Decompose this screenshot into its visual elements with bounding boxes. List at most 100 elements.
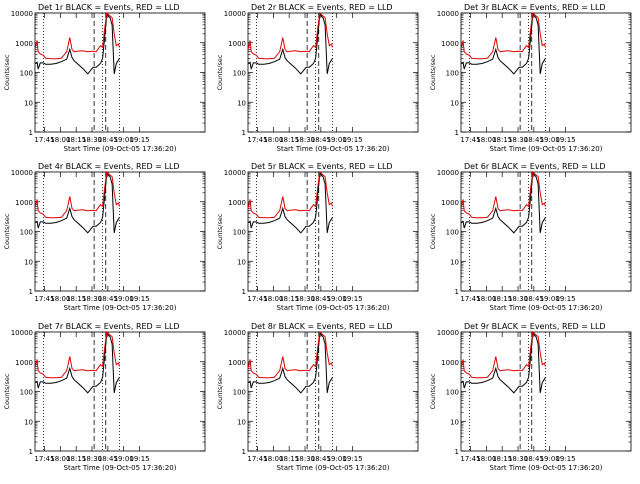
panel-title: Det 6r BLACK = Events, RED = LLD xyxy=(464,162,606,171)
x-tick-label: 18:45 xyxy=(524,136,544,144)
panel-title: Det 1r BLACK = Events, RED = LLD xyxy=(38,3,180,12)
y-tick-label: 10 xyxy=(450,99,459,107)
x-axis-label: Start Time (09-Oct-05 17:36:20) xyxy=(64,145,177,153)
y-axis-label: Counts/sec xyxy=(429,373,437,409)
panel-title: Det 5r BLACK = Events, RED = LLD xyxy=(251,162,393,171)
x-tick-label: 18:15 xyxy=(279,136,299,144)
y-tick-label: 1000 xyxy=(441,359,459,367)
x-tick-label: 18:00 xyxy=(50,455,70,463)
panel-7: Det 7r BLACK = Events, RED = LLD 1 10 100 10… xyxy=(3,322,206,472)
y-tick-label: 1 xyxy=(455,288,459,296)
x-tick-label: 18:00 xyxy=(263,136,283,144)
x-tick-label: 19:15 xyxy=(555,455,575,463)
y-tick-label: 1 xyxy=(29,448,33,456)
panel-5: Det 5r BLACK = Events, RED = LLD 1 10 100 10… xyxy=(216,162,419,312)
x-tick-label: 18:15 xyxy=(66,295,86,303)
y-tick-label: 10 xyxy=(450,418,459,426)
panel-title: Det 9r BLACK = Events, RED = LLD xyxy=(464,322,606,331)
x-axis-label: Start Time (09-Oct-05 17:36:20) xyxy=(490,464,603,472)
y-tick-label: 10 xyxy=(237,258,246,266)
plot-frame xyxy=(247,12,419,133)
y-axis-label: Counts/sec xyxy=(216,54,224,90)
y-tick-label: 10000 xyxy=(11,169,33,177)
series-lld xyxy=(247,330,333,379)
panel-8: Det 8r BLACK = Events, RED = LLD 1 10 100 10… xyxy=(216,322,419,472)
y-tick-label: 1000 xyxy=(15,40,33,48)
x-tick-label: 17:45 xyxy=(460,455,480,463)
y-axis-label: Counts/sec xyxy=(3,213,11,249)
y-tick-label: 100 xyxy=(446,70,459,78)
y-tick-label: 10000 xyxy=(437,10,459,18)
plot-frame xyxy=(460,12,632,133)
y-tick-label: 1000 xyxy=(228,359,246,367)
y-tick-label: 1 xyxy=(242,129,246,137)
y-tick-label: 10000 xyxy=(437,169,459,177)
panel-title: Det 3r BLACK = Events, RED = LLD xyxy=(464,3,606,12)
y-tick-label: 1 xyxy=(455,448,459,456)
panel-6: Det 6r BLACK = Events, RED = LLD 1 10 100 10… xyxy=(429,162,632,312)
x-tick-label: 19:00 xyxy=(327,455,347,463)
plot-frame xyxy=(247,171,419,292)
y-axis-label: Counts/sec xyxy=(429,213,437,249)
x-axis-label: Start Time (09-Oct-05 17:36:20) xyxy=(277,145,390,153)
x-tick-label: 18:00 xyxy=(476,455,496,463)
series-events xyxy=(460,172,546,234)
panel-3: Det 3r BLACK = Events, RED = LLD 1 10 100 10… xyxy=(429,3,632,153)
x-tick-label: 17:45 xyxy=(34,136,54,144)
x-tick-label: 18:45 xyxy=(98,136,118,144)
y-axis-label: Counts/sec xyxy=(429,54,437,90)
series-lld xyxy=(34,11,120,60)
x-tick-label: 18:30 xyxy=(295,136,315,144)
y-tick-label: 10000 xyxy=(437,329,459,337)
panel-4: Det 4r BLACK = Events, RED = LLD 1 10 100 10… xyxy=(3,162,206,312)
plot-frame xyxy=(460,171,632,292)
series-events xyxy=(247,172,333,234)
series-events xyxy=(34,172,120,234)
x-tick-label: 18:15 xyxy=(492,455,512,463)
x-tick-label: 19:15 xyxy=(129,136,149,144)
y-tick-label: 100 xyxy=(20,389,33,397)
x-tick-label: 18:15 xyxy=(492,136,512,144)
series-events xyxy=(460,13,546,75)
x-tick-label: 18:30 xyxy=(508,455,528,463)
plot-frame xyxy=(460,331,632,452)
series-events xyxy=(34,332,120,394)
y-tick-label: 1 xyxy=(242,288,246,296)
series-lld xyxy=(34,170,120,219)
x-tick-label: 18:00 xyxy=(263,455,283,463)
x-tick-label: 18:30 xyxy=(295,295,315,303)
y-axis-label: Counts/sec xyxy=(216,213,224,249)
y-tick-label: 1 xyxy=(29,288,33,296)
y-tick-label: 10 xyxy=(237,99,246,107)
y-tick-label: 10 xyxy=(24,99,33,107)
x-tick-label: 19:00 xyxy=(327,295,347,303)
y-tick-label: 1 xyxy=(29,129,33,137)
y-tick-label: 10 xyxy=(24,258,33,266)
plot-frame xyxy=(34,12,206,133)
x-tick-label: 19:00 xyxy=(540,455,560,463)
x-tick-label: 18:00 xyxy=(476,136,496,144)
x-tick-label: 18:15 xyxy=(279,455,299,463)
panel-title: Det 4r BLACK = Events, RED = LLD xyxy=(38,162,180,171)
y-tick-label: 10 xyxy=(24,418,33,426)
y-tick-label: 100 xyxy=(20,229,33,237)
x-axis-label: Start Time (09-Oct-05 17:36:20) xyxy=(64,304,177,312)
x-tick-label: 19:15 xyxy=(129,455,149,463)
x-tick-label: 19:15 xyxy=(129,295,149,303)
y-tick-label: 100 xyxy=(446,229,459,237)
y-tick-label: 100 xyxy=(233,70,246,78)
series-lld xyxy=(460,330,546,379)
y-tick-label: 1000 xyxy=(228,40,246,48)
x-tick-label: 18:15 xyxy=(66,136,86,144)
series-events xyxy=(34,13,120,75)
y-tick-label: 10000 xyxy=(11,10,33,18)
y-axis-label: Counts/sec xyxy=(3,373,11,409)
y-tick-label: 100 xyxy=(233,389,246,397)
y-tick-label: 10 xyxy=(450,258,459,266)
x-tick-label: 17:45 xyxy=(247,136,267,144)
x-tick-label: 17:45 xyxy=(460,295,480,303)
x-axis-label: Start Time (09-Oct-05 17:36:20) xyxy=(490,145,603,153)
x-tick-label: 17:45 xyxy=(247,295,267,303)
x-tick-label: 18:45 xyxy=(524,295,544,303)
